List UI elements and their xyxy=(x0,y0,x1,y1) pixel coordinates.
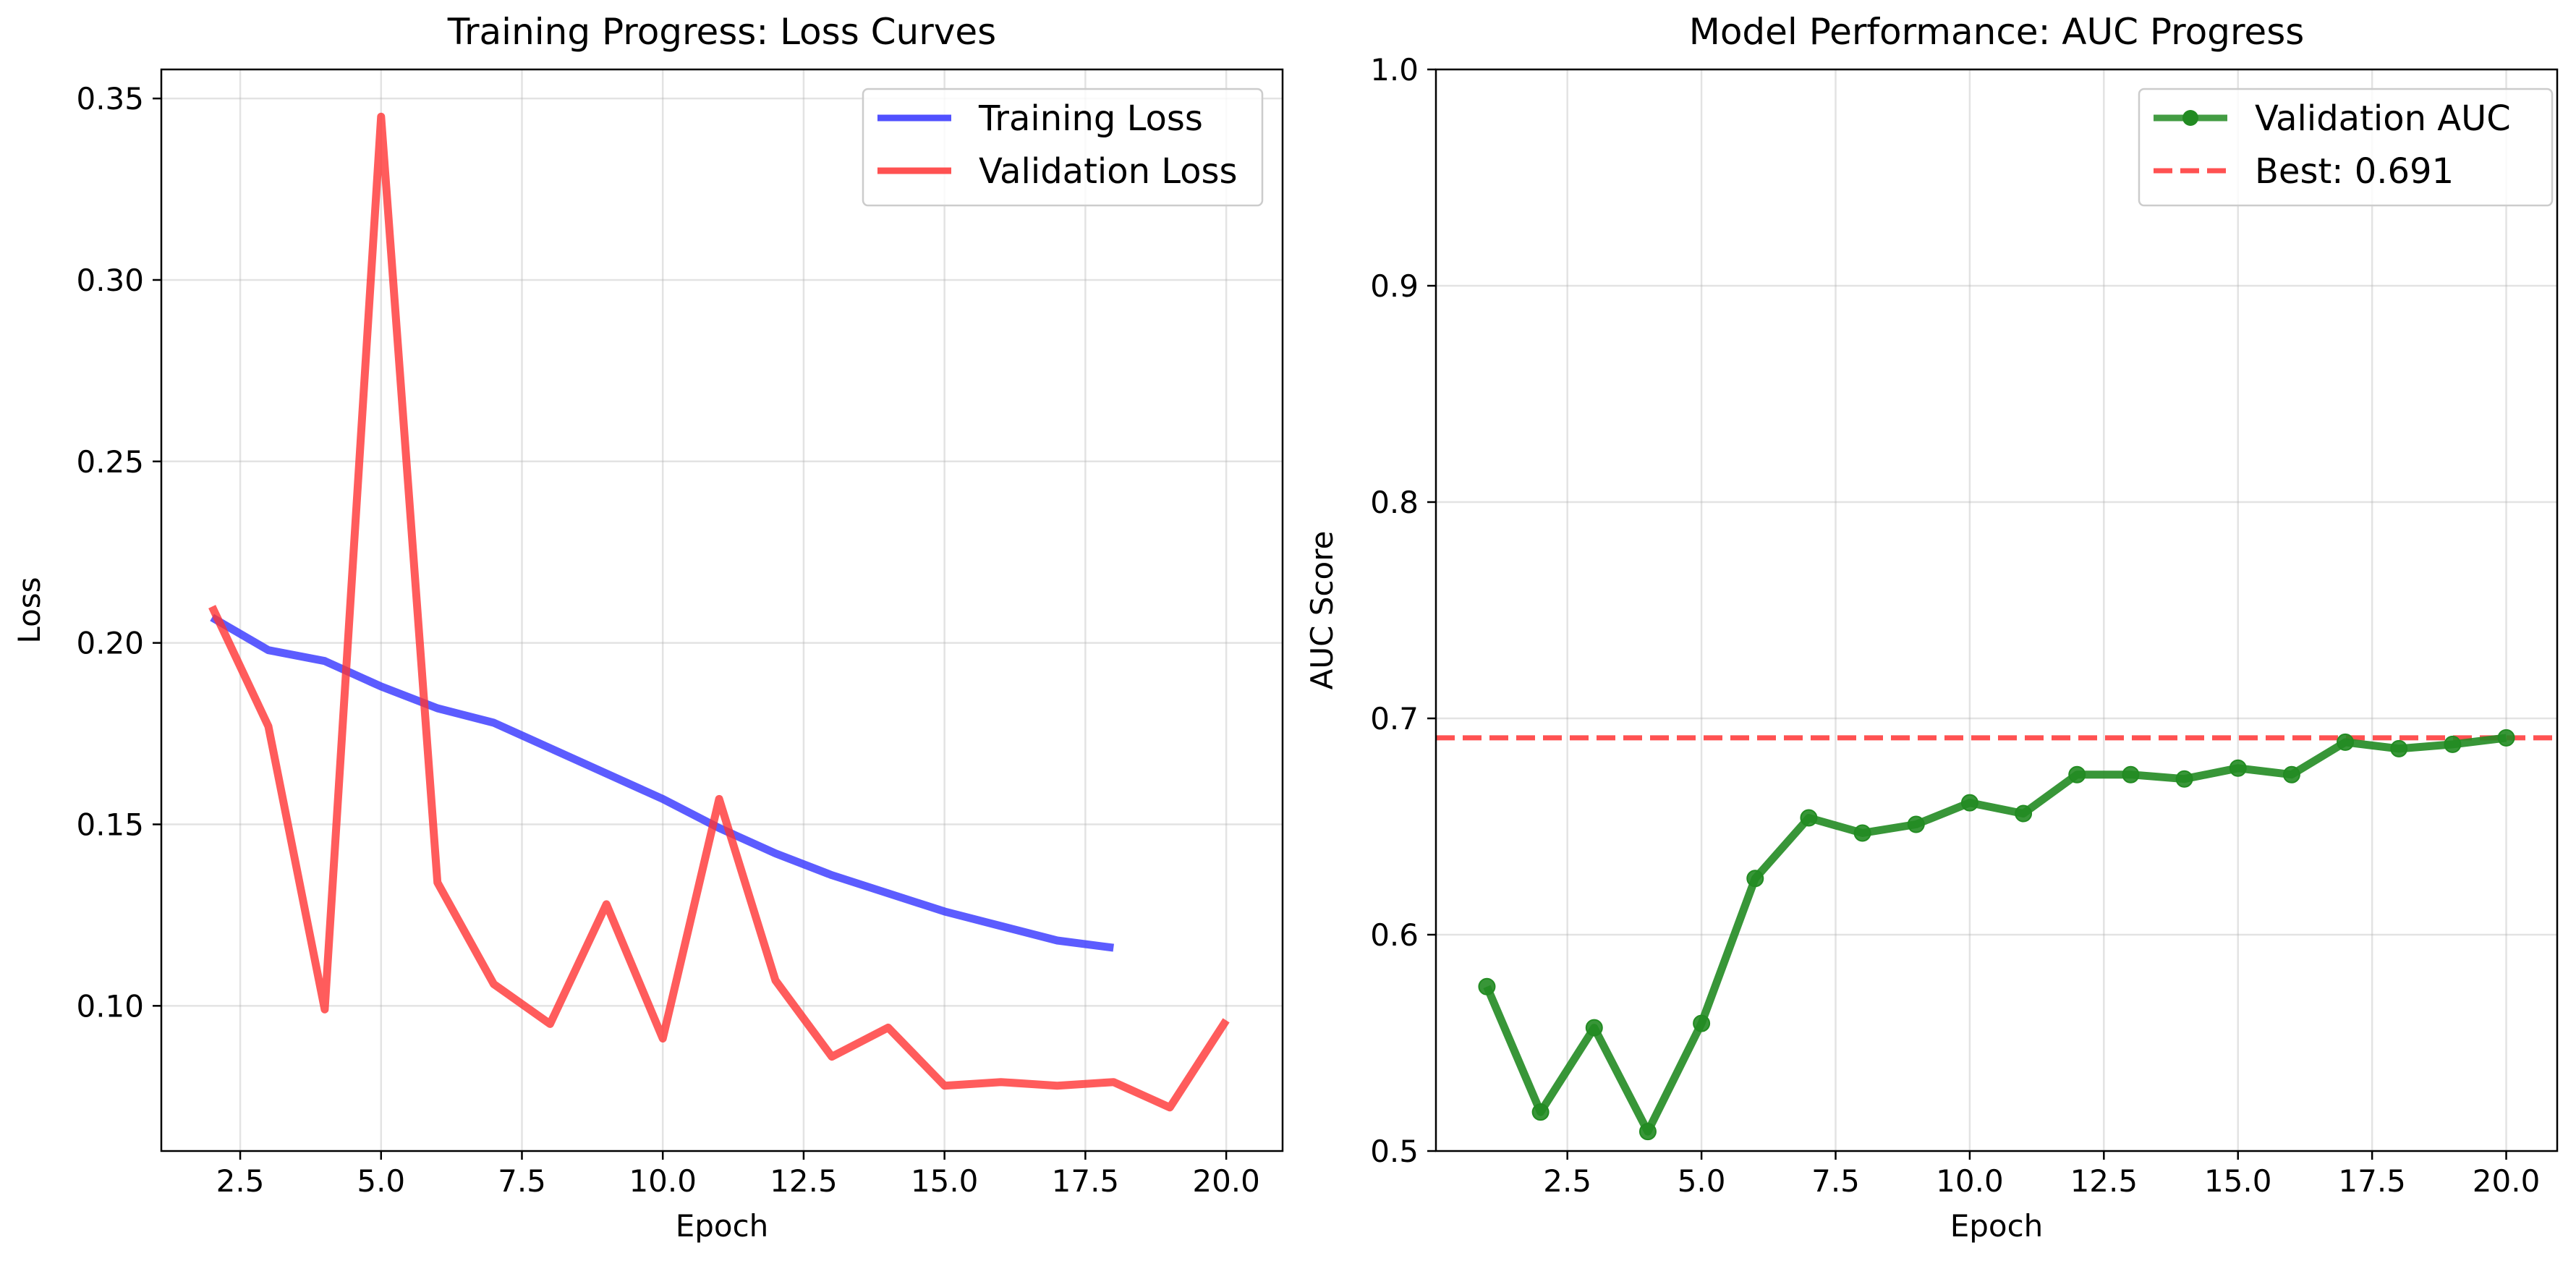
auc-chart-frame xyxy=(1434,68,2559,1152)
validation-loss-line xyxy=(208,112,1230,1112)
auc-chart-ticks: 2.5 5.0 7.5 10.0 12.5 15.0 17.5 20.0 0.5 0.6 0.7 0.… xyxy=(1370,52,2540,1199)
auc-chart-title: Model Performance: AUC Progress xyxy=(1689,11,2305,53)
auc-chart-y-tick-label: 0.9 xyxy=(1370,268,1419,304)
auc-chart-panel: 2.5 5.0 7.5 10.0 12.5 15.0 17.5 20.0 0.5 0.6 0.7 0.… xyxy=(1304,11,2559,1244)
training-loss-line xyxy=(210,613,1115,952)
loss-chart-x-axis-label: Epoch xyxy=(676,1208,769,1244)
validation-auc-point xyxy=(1585,1019,1603,1037)
validation-auc-point xyxy=(2068,765,2086,783)
auc-chart-legend-box xyxy=(2138,88,2554,207)
auc-chart-x-tick-label: 15.0 xyxy=(2204,1163,2272,1199)
loss-chart-y-tick-label: 0.10 xyxy=(76,988,144,1024)
training-loss-legend-label: Training Loss xyxy=(978,98,1203,139)
validation-auc-line xyxy=(1483,734,2507,1136)
loss-chart-legend-box xyxy=(862,88,1264,207)
validation-auc-legend-marker xyxy=(2182,110,2198,126)
validation-auc-point xyxy=(2015,804,2033,823)
auc-chart-y-tick-label: 0.5 xyxy=(1370,1134,1419,1169)
loss-chart-x-tick-label: 15.0 xyxy=(911,1163,979,1199)
validation-auc-point xyxy=(1960,794,1978,812)
loss-chart-grid xyxy=(161,69,1283,1151)
loss-chart-y-tick-label: 0.30 xyxy=(76,263,144,298)
validation-auc-point xyxy=(1478,977,1496,995)
auc-chart-x-tick-label: 2.5 xyxy=(1543,1163,1591,1199)
validation-auc-point xyxy=(1693,1014,1711,1032)
loss-chart-x-tick-label: 20.0 xyxy=(1192,1163,1260,1199)
loss-chart-x-tick-label: 10.0 xyxy=(629,1163,697,1199)
validation-auc-point xyxy=(2337,733,2355,751)
auc-chart-lines xyxy=(1436,729,2557,1141)
loss-chart-y-tick-label: 0.20 xyxy=(76,626,144,661)
loss-chart-y-axis-label: Loss xyxy=(12,577,47,643)
auc-chart-x-axis-label: Epoch xyxy=(1950,1208,2044,1244)
auc-chart-x-tick-label: 5.0 xyxy=(1678,1163,1726,1199)
validation-auc-point xyxy=(1531,1103,1550,1121)
validation-loss-legend-label: Validation Loss xyxy=(979,151,1238,192)
auc-chart-y-tick-label: 0.7 xyxy=(1370,701,1419,736)
loss-chart-title: Training Progress: Loss Curves xyxy=(447,11,996,53)
loss-chart-legend: Training Loss Validation Loss xyxy=(862,88,1264,207)
auc-chart-y-tick-label: 0.6 xyxy=(1370,917,1419,953)
validation-auc-point xyxy=(2122,765,2140,783)
validation-auc-point xyxy=(2497,729,2515,747)
loss-chart-x-tick-label: 5.0 xyxy=(357,1163,405,1199)
auc-chart-x-tick-label: 10.0 xyxy=(1936,1163,2004,1199)
validation-auc-point xyxy=(1746,870,1764,888)
loss-chart-y-tick-label: 0.35 xyxy=(76,81,144,116)
validation-auc-point xyxy=(2229,759,2247,777)
auc-chart-legend: Validation AUC Best: 0.691 xyxy=(2138,88,2554,207)
auc-chart-x-tick-label: 17.5 xyxy=(2338,1163,2406,1199)
loss-chart-y-tick-label: 0.25 xyxy=(76,444,144,480)
validation-auc-point xyxy=(1638,1123,1657,1141)
auc-chart-x-tick-label: 20.0 xyxy=(2473,1163,2541,1199)
loss-chart-x-tick-label: 2.5 xyxy=(216,1163,265,1199)
auc-chart-y-tick-label: 1.0 xyxy=(1370,52,1419,88)
loss-chart-x-tick-label: 12.5 xyxy=(770,1163,838,1199)
auc-chart-x-tick-label: 7.5 xyxy=(1811,1163,1860,1199)
validation-auc-point xyxy=(1853,824,1871,842)
loss-chart-ticks: 2.5 5.0 7.5 10.0 12.5 15.0 17.5 20.0 0.10 0.15 0.2… xyxy=(76,81,1259,1199)
loss-chart-lines xyxy=(208,112,1230,1112)
loss-chart-panel: 2.5 5.0 7.5 10.0 12.5 15.0 17.5 20.0 0.10 0.15 0.2… xyxy=(12,11,1284,1244)
auc-chart-y-tick-label: 0.8 xyxy=(1370,485,1419,520)
auc-chart-x-tick-label: 12.5 xyxy=(2070,1163,2138,1199)
loss-chart-frame xyxy=(160,68,1284,1152)
best-auc-legend-label: Best: 0.691 xyxy=(2255,151,2454,192)
loss-chart-x-tick-label: 17.5 xyxy=(1052,1163,1120,1199)
loss-chart-x-tick-label: 7.5 xyxy=(498,1163,546,1199)
validation-auc-legend-label: Validation AUC xyxy=(2255,98,2511,139)
validation-auc-point xyxy=(1907,815,1925,833)
validation-auc-point xyxy=(2175,770,2193,788)
validation-auc-point xyxy=(2282,765,2300,783)
auc-chart-y-axis-label: AUC Score xyxy=(1304,531,1340,690)
loss-chart-y-tick-label: 0.15 xyxy=(76,807,144,842)
validation-auc-point xyxy=(2390,739,2408,757)
validation-auc-point xyxy=(2444,735,2462,753)
validation-auc-point xyxy=(1800,809,1818,827)
